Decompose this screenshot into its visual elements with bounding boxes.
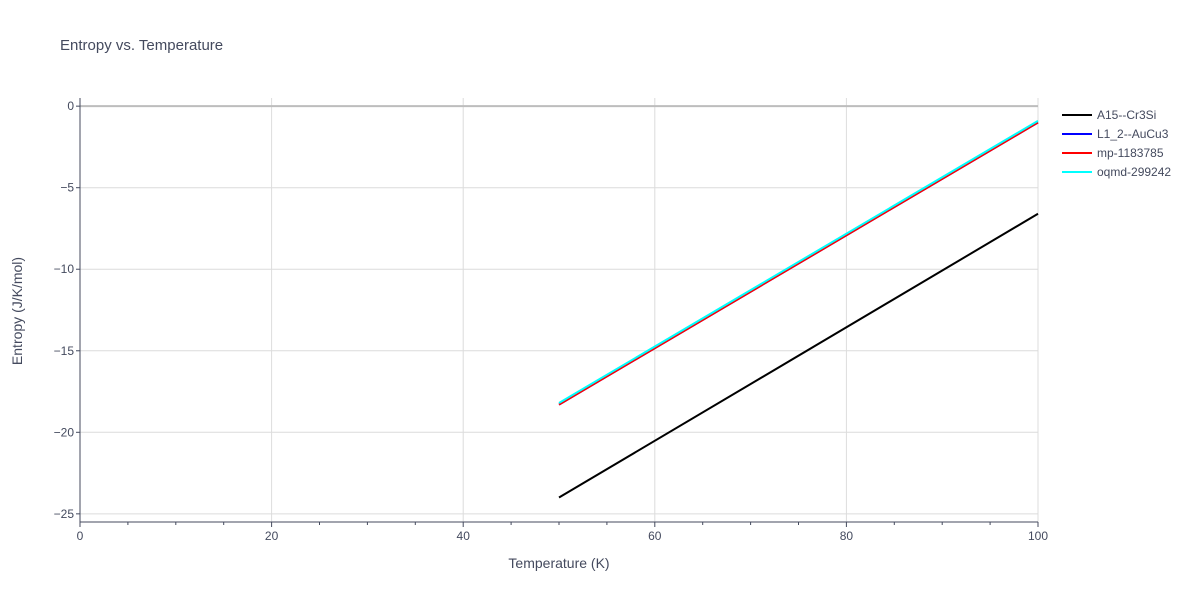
x-tick-label: 80 [840, 529, 854, 543]
y-tick-label: −15 [54, 344, 75, 358]
chart-title: Entropy vs. Temperature [60, 37, 223, 54]
x-tick-label: 20 [265, 529, 279, 543]
series-line-0 [558, 212, 1039, 499]
legend-label: L1_2--AuCu3 [1097, 127, 1169, 141]
x-tick-label: 100 [1028, 529, 1048, 543]
y-axis-title: Entropy (J/K/mol) [9, 257, 25, 365]
series-line-3 [558, 119, 1039, 404]
legend[interactable]: A15--Cr3Si L1_2--AuCu3 mp-1183785 oqmd-2992… [1062, 108, 1171, 179]
y-tick-label: −20 [54, 425, 75, 439]
x-tick-label: 60 [648, 529, 662, 543]
plot-area [558, 119, 1039, 499]
y-tick-label: −5 [60, 181, 74, 195]
y-tick-label: 0 [67, 99, 74, 113]
x-tick-label: 0 [77, 529, 84, 543]
series-line-2 [558, 121, 1039, 406]
legend-label: mp-1183785 [1097, 146, 1164, 160]
axes: 0 20 40 60 80 100 0 −5 −10 −15 −20 −25 [54, 98, 1048, 543]
legend-item[interactable]: A15--Cr3Si [1062, 108, 1156, 122]
legend-label: oqmd-299242 [1097, 165, 1171, 179]
legend-label: A15--Cr3Si [1097, 108, 1156, 122]
legend-item[interactable]: mp-1183785 [1062, 146, 1164, 160]
y-tick-label: −25 [54, 507, 75, 521]
x-tick-label: 40 [457, 529, 471, 543]
y-tick-label: −10 [54, 262, 75, 276]
legend-item[interactable]: L1_2--AuCu3 [1062, 127, 1169, 141]
grid-layer [80, 98, 1039, 522]
x-axis-title: Temperature (K) [508, 555, 609, 571]
legend-item[interactable]: oqmd-299242 [1062, 165, 1171, 179]
